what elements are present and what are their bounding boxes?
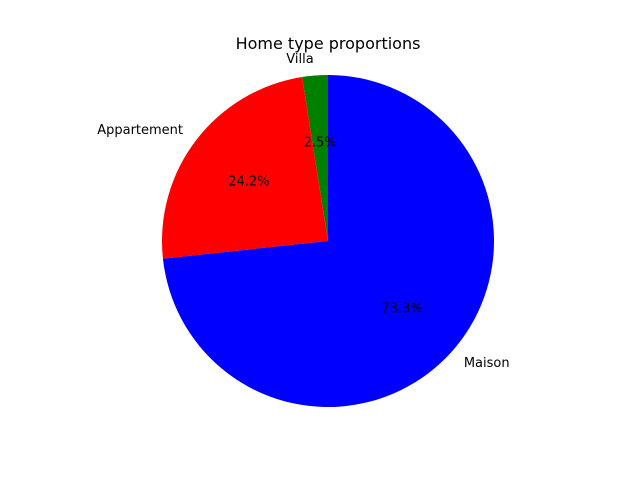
- pie-slice-maison: [162, 75, 494, 407]
- pie-slice-villa: [302, 75, 328, 241]
- pie-slice-appartement: [162, 77, 328, 259]
- slice-label-maison: Maison: [464, 356, 510, 371]
- pie-slices: [162, 75, 494, 407]
- pie-labels: Villa 2.5% Appartement 24.2% Maison 73.3%: [97, 52, 509, 371]
- chart-title: Home type proportions: [236, 34, 421, 53]
- slice-percent-villa: 2.5%: [304, 136, 337, 151]
- slice-percent-maison: 73.3%: [381, 302, 422, 317]
- slice-label-villa: Villa: [286, 52, 313, 67]
- slice-label-appartement: Appartement: [97, 123, 183, 138]
- slice-percent-appartement: 24.2%: [228, 174, 269, 189]
